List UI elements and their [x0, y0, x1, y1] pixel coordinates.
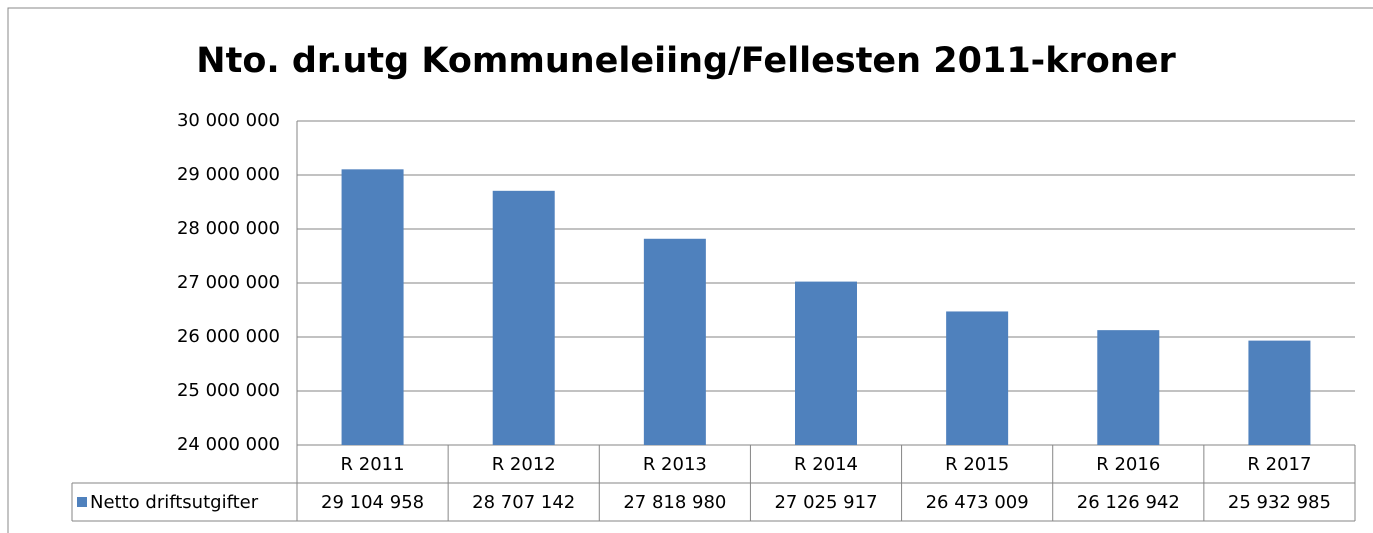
bar — [946, 311, 1009, 445]
bar — [341, 169, 404, 445]
legend-label: Netto driftsutgifter — [90, 492, 259, 513]
legend-key — [77, 497, 87, 507]
y-tick-label: 26 000 000 — [177, 326, 280, 347]
bar — [1248, 340, 1311, 445]
table-value: 27 818 980 — [623, 492, 726, 513]
chart-title: Nto. dr.utg Kommuneleiing/Fellesten 2011… — [196, 41, 1176, 81]
bar — [492, 190, 555, 445]
table-value: 29 104 958 — [321, 492, 424, 513]
y-tick-label: 29 000 000 — [177, 164, 280, 185]
y-tick-label: 25 000 000 — [177, 380, 280, 401]
y-tick-label: 28 000 000 — [177, 218, 280, 239]
bar — [795, 281, 857, 445]
table-value: 26 473 009 — [926, 492, 1029, 513]
table-value: 26 126 942 — [1077, 492, 1180, 513]
y-tick-label: 30 000 000 — [177, 110, 280, 131]
x-tick-label: R 2015 — [945, 454, 1009, 475]
x-tick-label: R 2013 — [643, 454, 707, 475]
bar — [643, 238, 706, 445]
x-tick-label: R 2011 — [341, 454, 405, 475]
table-value: 25 932 985 — [1228, 492, 1331, 513]
x-tick-label: R 2014 — [794, 454, 858, 475]
x-tick-label: R 2012 — [492, 454, 556, 475]
x-tick-label: R 2016 — [1096, 454, 1160, 475]
bar — [1097, 330, 1160, 445]
table-value: 28 707 142 — [472, 492, 575, 513]
y-tick-label: 27 000 000 — [177, 272, 280, 293]
x-tick-label: R 2017 — [1247, 454, 1311, 475]
table-value: 27 025 917 — [774, 492, 877, 513]
y-tick-label: 24 000 000 — [177, 434, 280, 455]
